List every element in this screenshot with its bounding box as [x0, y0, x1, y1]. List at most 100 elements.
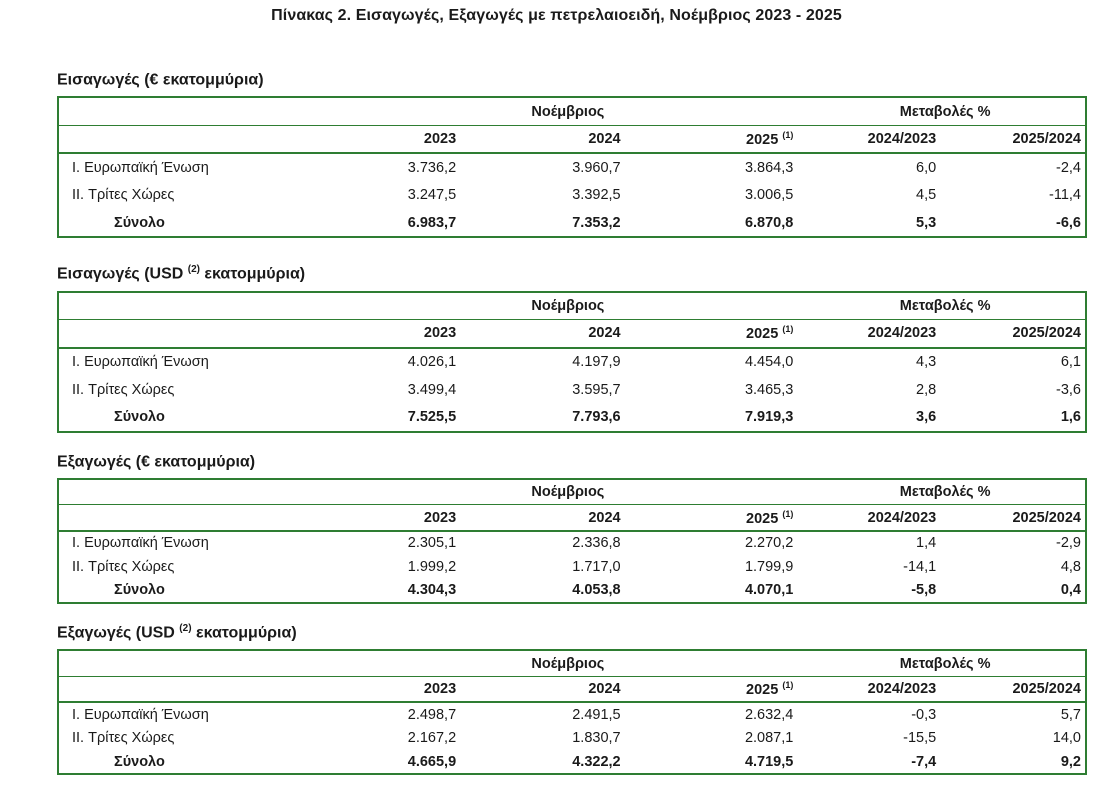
value-cell: 7.353,2: [572, 214, 621, 231]
value-cell: 7.793,6: [572, 409, 621, 426]
period-group-header: Νοέμβριος: [330, 478, 806, 506]
value-cell: 3.864,3: [744, 159, 794, 176]
col-header-2023: 2023: [330, 504, 469, 532]
year-label: 2025: [746, 326, 779, 343]
col-header-change-2025-2024: 2025/2024: [948, 504, 1086, 532]
heading-text: εκατομμύρια): [199, 265, 306, 283]
value-cell: 3.465,3: [744, 381, 794, 398]
value-cell: 5,7: [1060, 706, 1081, 723]
col-header-change-2025-2024: 2025/2024: [948, 676, 1086, 704]
column-header-row: 2023 2024 2025 (1) 2024/2023 2025/2024: [58, 125, 1086, 155]
heading-text: Εισαγωγές (€ εκατομμύρια): [57, 71, 264, 89]
empty-header-cell: [58, 650, 331, 677]
value-cell: 7.525,5: [407, 409, 457, 426]
empty-header-cell: [58, 125, 331, 155]
value-cell: 7.919,3: [744, 409, 794, 426]
heading-text: Εξαγωγές (€ εκατομμύρια): [57, 452, 256, 470]
empty-header-cell: [58, 319, 331, 349]
value-cell: -15,5: [903, 730, 937, 747]
column-header-row: 2023 2024 2025 (1) 2024/2023 2025/2024: [58, 676, 1086, 704]
heading-footnote-marker: (2): [179, 622, 192, 634]
value-cell: 6,1: [1060, 354, 1081, 371]
value-cell: 1.830,7: [572, 730, 621, 747]
value-cell: 4.026,1: [407, 354, 457, 371]
section-heading-exports-eur: Εξαγωγές (€ εκατομμύρια): [57, 447, 1087, 472]
section-heading-imports-usd: Εισαγωγές (USD (2) εκατομμύρια): [57, 259, 1087, 284]
col-header-change-2024-2023: 2024/2023: [805, 504, 949, 532]
value-cell: 4,5: [916, 187, 937, 204]
col-header-2023: 2023: [330, 125, 469, 155]
value-cell: 4.070,1: [744, 582, 794, 599]
row-label-total: Σύνολο: [114, 753, 165, 770]
table-row-eu: I. Ευρωπαϊκή Ένωση 4.026,1 4.197,9 4.454…: [58, 348, 1086, 376]
row-label: II. Τρίτες Χώρες: [72, 381, 175, 398]
row-label: II. Τρίτες Χώρες: [72, 558, 175, 575]
row-label-total: Σύνολο: [114, 409, 165, 426]
changes-group-header: Μεταβολές %: [805, 478, 1086, 506]
value-cell: 1.717,0: [572, 558, 621, 575]
table-row-third-countries: II. Τρίτες Χώρες 1.999,2 1.717,0 1.799,9…: [58, 555, 1086, 579]
col-header-change-2024-2023: 2024/2023: [805, 676, 949, 704]
period-group-header: Νοέμβριος: [330, 291, 806, 321]
value-cell: 3.595,7: [572, 381, 621, 398]
value-cell: 3.247,5: [407, 187, 457, 204]
col-header-2025: 2025 (1): [632, 504, 806, 532]
empty-header-cell: [58, 97, 331, 126]
section-heading-exports-usd: Εξαγωγές (USD (2) εκατομμύρια): [57, 618, 1087, 643]
heading-text: Εξαγωγές (USD: [57, 624, 180, 642]
heading-footnote-marker: (2): [187, 264, 200, 276]
empty-header-cell: [58, 478, 331, 506]
empty-header-cell: [58, 291, 331, 321]
table-row-eu: I. Ευρωπαϊκή Ένωση 2.498,7 2.491,5 2.632…: [58, 702, 1086, 726]
table-row-third-countries: II. Τρίτες Χώρες 3.247,5 3.392,5 3.006,5…: [58, 181, 1086, 209]
value-cell: 4.322,2: [572, 753, 621, 770]
col-header-2025: 2025 (1): [632, 676, 806, 704]
value-cell: -0,3: [911, 706, 937, 723]
value-cell: 4.304,3: [407, 582, 457, 599]
col-header-change-2025-2024: 2025/2024: [948, 319, 1086, 349]
col-header-2025: 2025 (1): [632, 125, 806, 155]
period-group-header: Νοέμβριος: [330, 650, 806, 677]
exports-eur-table: Νοέμβριος Μεταβολές % 2023 2024 2025 (1)…: [57, 477, 1087, 604]
value-cell: 2.305,1: [407, 535, 457, 552]
row-label: I. Ευρωπαϊκή Ένωση: [72, 706, 209, 723]
page-title: Πίνακας 2. Εισαγωγές, Εξαγωγές με πετρελ…: [271, 7, 842, 24]
group-header-row: Νοέμβριος Μεταβολές %: [58, 478, 1086, 506]
section-heading-imports-eur: Εισαγωγές (€ εκατομμύρια): [57, 65, 1087, 90]
value-cell: 6.983,7: [407, 214, 457, 231]
value-cell: 1,4: [916, 535, 937, 552]
empty-header-cell: [58, 504, 331, 532]
value-cell: 3.499,4: [407, 381, 457, 398]
value-cell: 5,3: [916, 214, 937, 231]
empty-header-cell: [58, 676, 331, 704]
changes-group-header: Μεταβολές %: [805, 97, 1086, 126]
year-label: 2025: [746, 131, 779, 148]
value-cell: 2.336,8: [572, 535, 621, 552]
value-cell: -2,9: [1056, 535, 1081, 552]
row-label: II. Τρίτες Χώρες: [72, 730, 175, 747]
table-row-eu: I. Ευρωπαϊκή Ένωση 3.736,2 3.960,7 3.864…: [58, 153, 1086, 181]
value-cell: -14,1: [903, 558, 937, 575]
heading-text: εκατομμύρια): [191, 624, 297, 642]
col-header-change-2024-2023: 2024/2023: [805, 319, 949, 349]
value-cell: -7,4: [911, 753, 937, 770]
value-cell: 3,6: [916, 409, 937, 426]
value-cell: -6,6: [1056, 214, 1081, 231]
value-cell: -3,6: [1056, 381, 1081, 398]
col-header-2023: 2023: [330, 319, 469, 349]
value-cell: 4.454,0: [744, 354, 794, 371]
imports-eur-table: Νοέμβριος Μεταβολές % 2023 2024 2025 (1)…: [57, 96, 1087, 239]
value-cell: 0,4: [1060, 582, 1081, 599]
content-area: Εισαγωγές (€ εκατομμύρια) Νοέμβριος Μετα…: [57, 65, 1087, 776]
value-cell: 4.665,9: [407, 753, 457, 770]
col-header-2025: 2025 (1): [632, 319, 806, 349]
value-cell: 14,0: [1052, 730, 1081, 747]
row-label-total: Σύνολο: [114, 582, 165, 599]
value-cell: 2,8: [916, 381, 937, 398]
changes-group-header: Μεταβολές %: [805, 650, 1086, 677]
value-cell: 3.392,5: [572, 187, 621, 204]
footnote-marker: (1): [782, 508, 794, 519]
value-cell: 1,6: [1060, 409, 1081, 426]
value-cell: 2.270,2: [744, 535, 794, 552]
